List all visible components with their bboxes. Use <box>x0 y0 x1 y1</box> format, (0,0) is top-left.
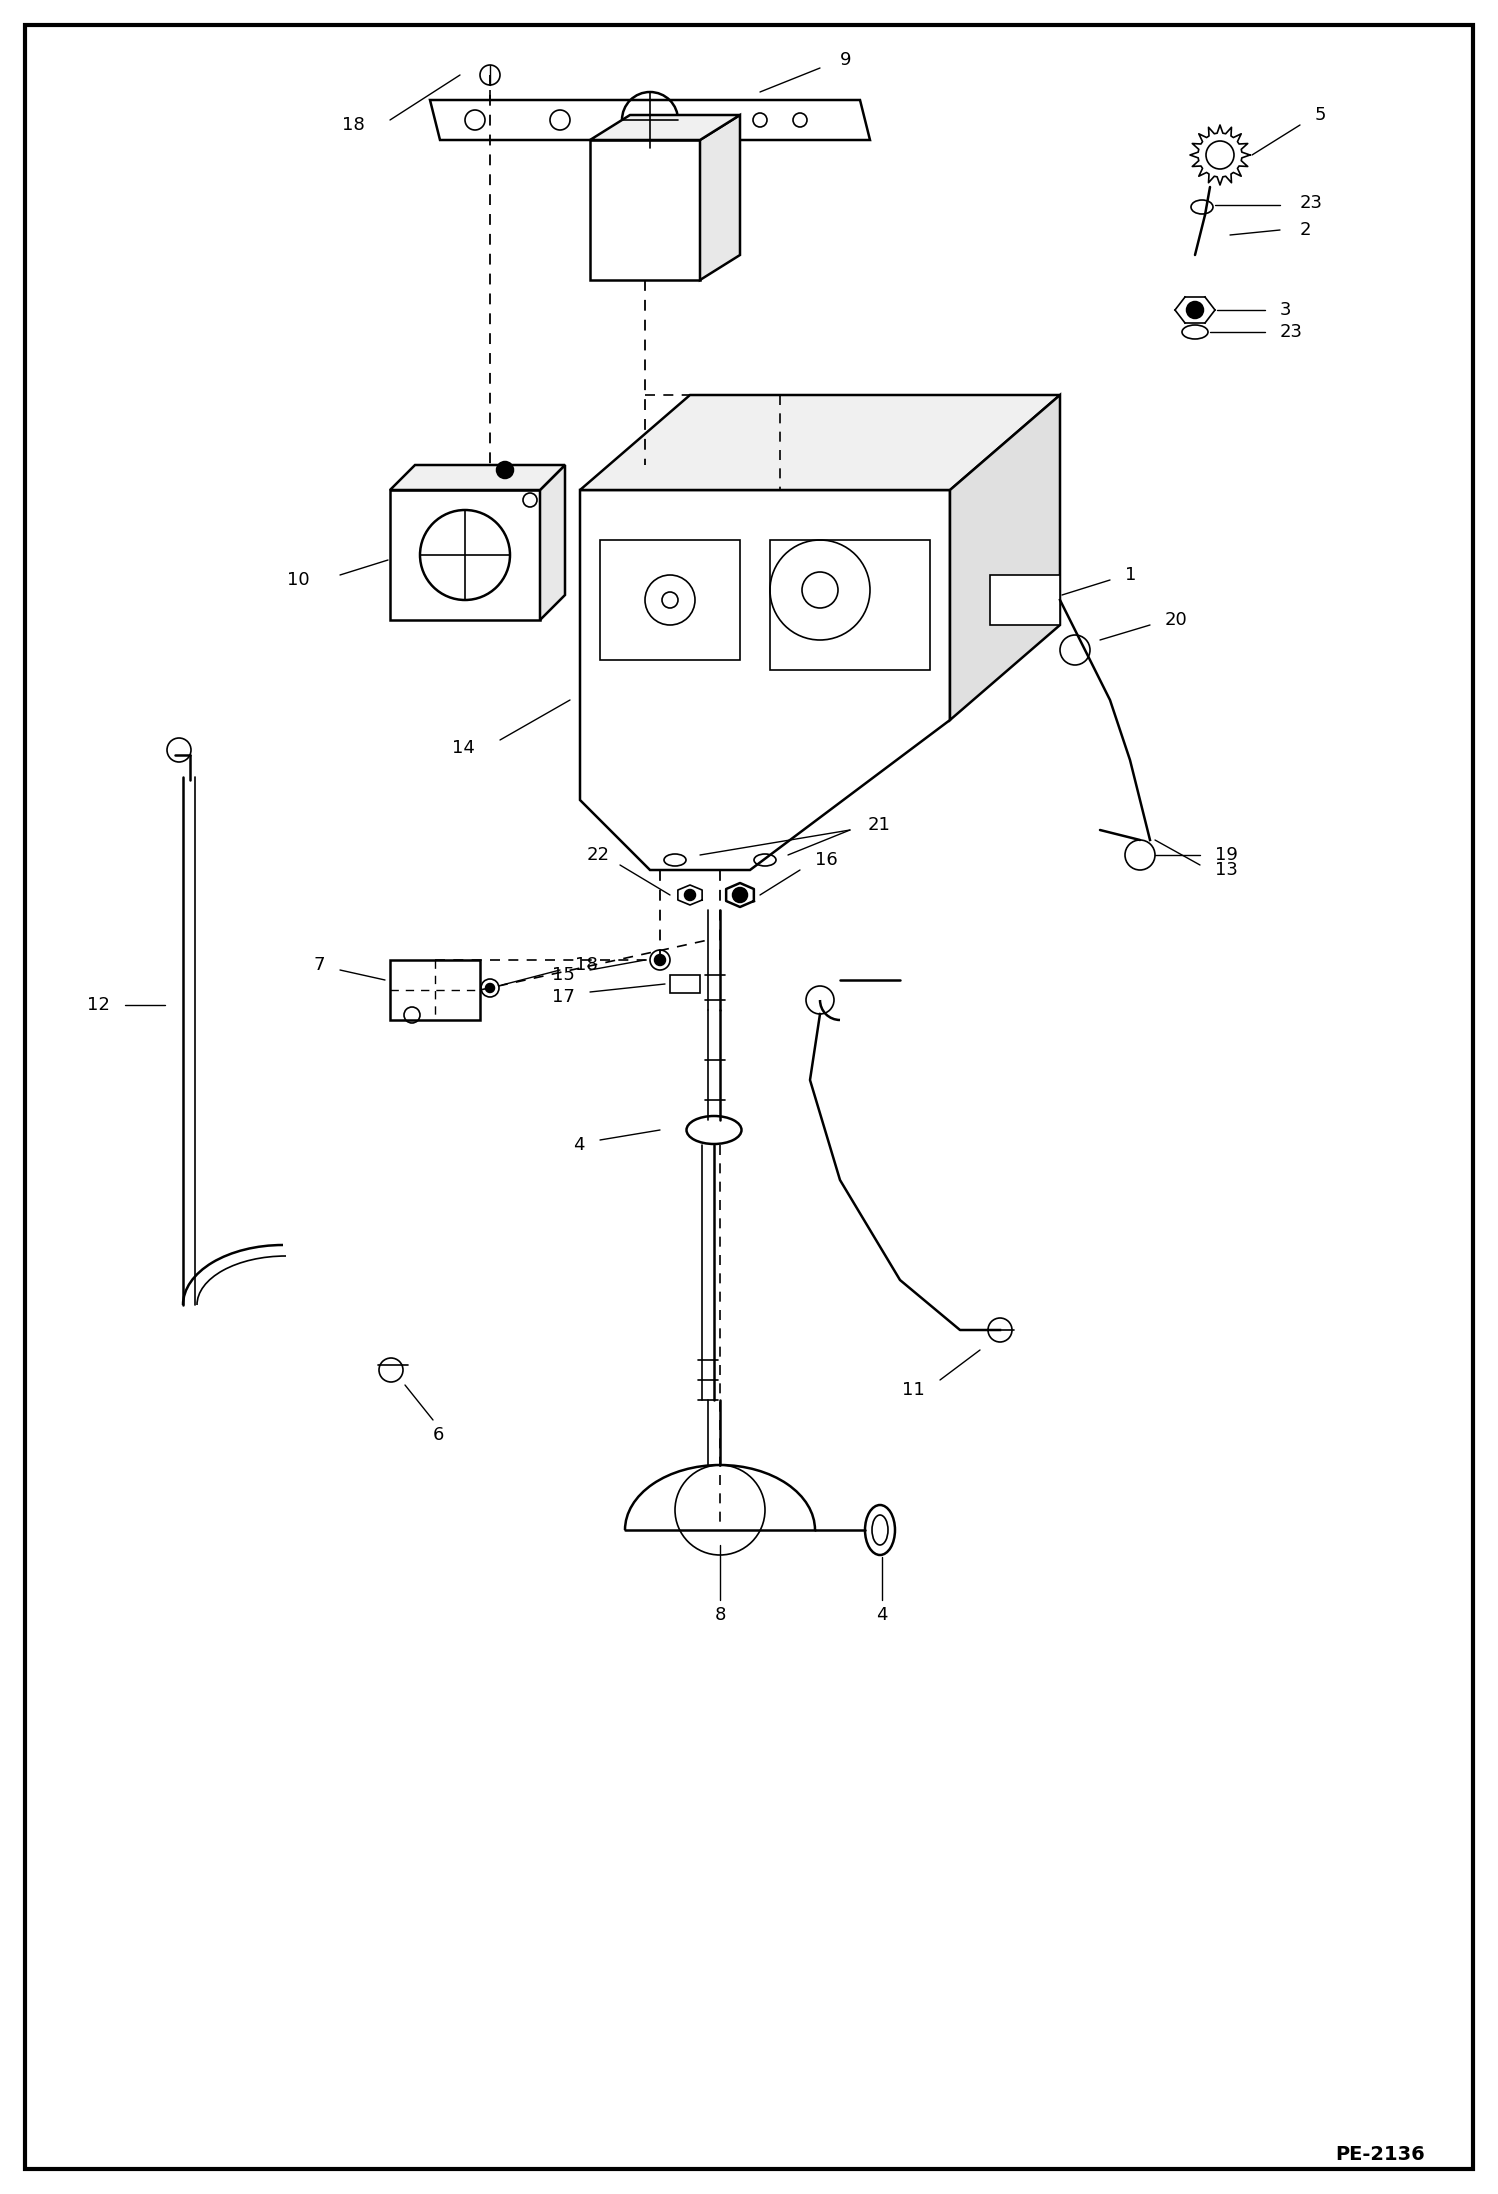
Circle shape <box>733 889 748 902</box>
Circle shape <box>655 954 665 965</box>
Text: 17: 17 <box>553 987 575 1007</box>
Text: 14: 14 <box>452 739 475 757</box>
Text: 13: 13 <box>1215 860 1237 880</box>
Text: 7: 7 <box>313 957 325 974</box>
Polygon shape <box>580 395 1061 489</box>
Text: PE-2136: PE-2136 <box>1335 2146 1425 2165</box>
Text: 21: 21 <box>867 816 891 834</box>
Circle shape <box>497 463 512 478</box>
Circle shape <box>685 891 695 900</box>
Polygon shape <box>990 575 1061 625</box>
Polygon shape <box>950 395 1061 720</box>
Text: 8: 8 <box>715 1606 725 1624</box>
Text: 1: 1 <box>1125 566 1137 584</box>
Polygon shape <box>590 140 700 281</box>
Polygon shape <box>389 489 539 621</box>
Polygon shape <box>539 465 565 621</box>
Text: 23: 23 <box>1300 193 1323 213</box>
FancyBboxPatch shape <box>389 961 479 1020</box>
Text: 12: 12 <box>87 996 109 1014</box>
Text: 4: 4 <box>574 1136 586 1154</box>
Text: 4: 4 <box>876 1606 888 1624</box>
Circle shape <box>1186 303 1203 318</box>
Text: 15: 15 <box>553 965 575 983</box>
Text: 11: 11 <box>902 1380 924 1400</box>
Text: 20: 20 <box>1165 610 1188 630</box>
Polygon shape <box>389 465 565 489</box>
Bar <box>670 974 700 994</box>
Polygon shape <box>430 101 870 140</box>
Text: 6: 6 <box>433 1426 443 1444</box>
Text: 10: 10 <box>288 570 310 588</box>
Circle shape <box>485 983 494 992</box>
Text: 16: 16 <box>815 851 837 869</box>
Text: 22: 22 <box>587 847 610 864</box>
Text: 5: 5 <box>1315 105 1327 125</box>
Polygon shape <box>590 114 740 140</box>
Text: 18: 18 <box>575 957 598 974</box>
Polygon shape <box>580 489 950 871</box>
Text: 3: 3 <box>1279 301 1291 318</box>
Text: 23: 23 <box>1279 323 1303 340</box>
Text: 9: 9 <box>840 50 851 68</box>
Text: 2: 2 <box>1300 222 1312 239</box>
Polygon shape <box>700 114 740 281</box>
Text: 19: 19 <box>1215 847 1237 864</box>
Text: 18: 18 <box>342 116 366 134</box>
